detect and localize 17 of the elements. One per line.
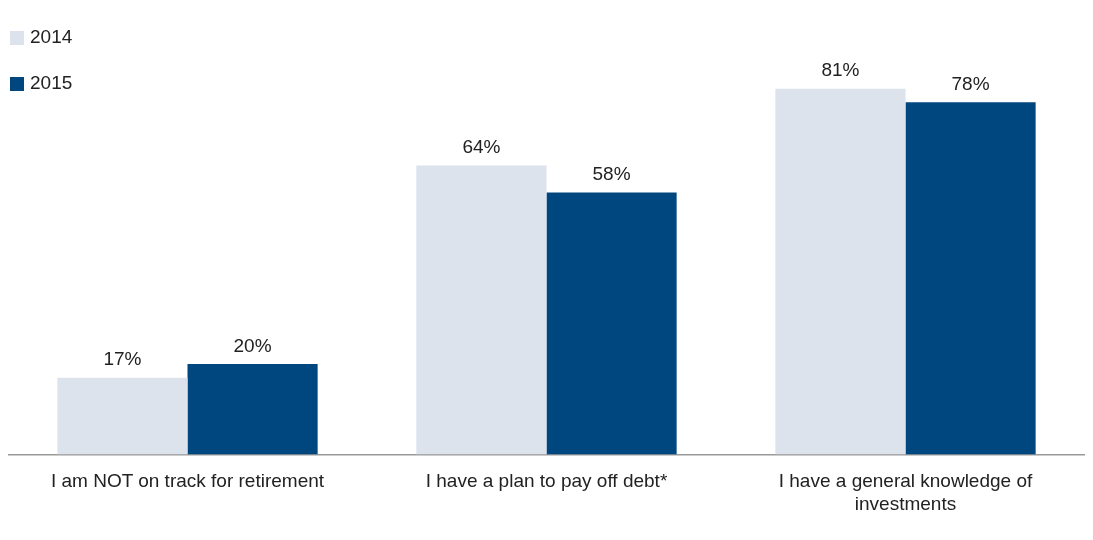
x-tick-label: I am NOT on track for retirement (50, 470, 325, 492)
data-label: 20% (233, 334, 272, 356)
bar (187, 364, 318, 455)
bar (546, 192, 677, 455)
bar (775, 88, 906, 455)
data-label: 64% (462, 136, 501, 158)
data-label: 78% (951, 72, 990, 94)
bar (905, 102, 1036, 455)
data-label: 81% (821, 59, 860, 81)
x-tick-label: I have a plan to pay off debt* (425, 470, 668, 492)
x-tick-label: I have a general knowledge of investments (778, 470, 1033, 514)
legend-label: 2014 (30, 26, 73, 48)
data-label: 17% (103, 348, 142, 370)
bar (57, 377, 188, 455)
bar (416, 165, 547, 455)
legend-label: 2015 (30, 72, 73, 94)
data-label: 58% (592, 163, 631, 185)
